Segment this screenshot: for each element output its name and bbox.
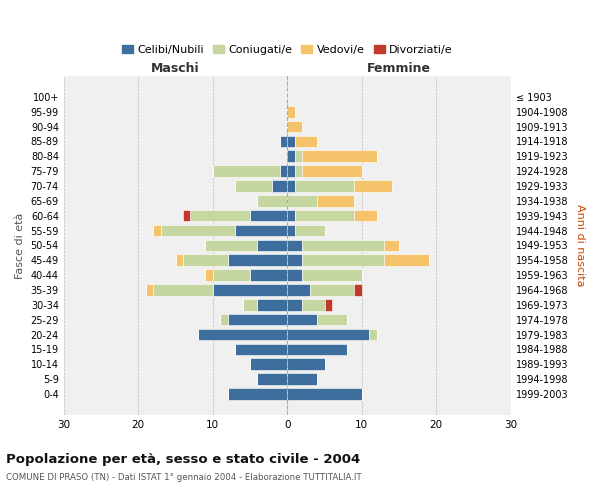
Bar [153,224,161,236]
Bar [287,195,317,206]
Bar [257,240,287,251]
Bar [227,314,287,326]
Y-axis label: Fasce di età: Fasce di età [15,212,25,278]
Text: COMUNE DI PRASO (TN) - Dati ISTAT 1° gennaio 2004 - Elaborazione TUTTITALIA.IT: COMUNE DI PRASO (TN) - Dati ISTAT 1° gen… [6,472,362,482]
Bar [287,240,302,251]
Bar [287,328,369,340]
Bar [287,121,302,132]
Bar [287,314,317,326]
Bar [250,270,287,281]
Bar [213,270,250,281]
Bar [310,284,354,296]
Bar [287,180,295,192]
Bar [257,299,287,310]
Bar [235,224,287,236]
Bar [213,284,287,296]
Bar [287,388,362,400]
Bar [354,210,377,222]
Bar [146,284,153,296]
Bar [176,254,183,266]
Bar [295,224,325,236]
Bar [190,210,250,222]
Bar [287,150,295,162]
Bar [287,166,295,177]
Bar [302,240,384,251]
Text: Maschi: Maschi [151,62,200,74]
Bar [250,358,287,370]
Bar [384,240,399,251]
Bar [153,284,213,296]
Bar [295,136,317,147]
Bar [242,299,257,310]
Bar [183,210,190,222]
Bar [287,344,347,355]
Bar [287,210,295,222]
Bar [287,299,302,310]
Bar [295,180,354,192]
Text: Femmine: Femmine [367,62,431,74]
Bar [227,388,287,400]
Bar [287,358,325,370]
Bar [287,254,302,266]
Bar [213,166,280,177]
Bar [198,328,287,340]
Bar [287,284,310,296]
Bar [220,314,227,326]
Text: Popolazione per età, sesso e stato civile - 2004: Popolazione per età, sesso e stato civil… [6,452,360,466]
Bar [287,224,295,236]
Bar [205,270,213,281]
Bar [302,299,325,310]
Bar [287,374,317,385]
Bar [302,166,362,177]
Bar [354,284,362,296]
Bar [295,210,354,222]
Legend: Celibi/Nubili, Coniugati/e, Vedovi/e, Divorziati/e: Celibi/Nubili, Coniugati/e, Vedovi/e, Di… [118,40,457,60]
Bar [235,180,272,192]
Bar [302,150,377,162]
Bar [302,254,384,266]
Bar [287,136,295,147]
Bar [257,374,287,385]
Bar [250,210,287,222]
Bar [161,224,235,236]
Bar [302,270,362,281]
Bar [354,180,392,192]
Bar [287,106,295,118]
Bar [205,240,257,251]
Bar [295,166,302,177]
Bar [317,195,354,206]
Bar [295,150,302,162]
Bar [369,328,377,340]
Y-axis label: Anni di nascita: Anni di nascita [575,204,585,286]
Bar [384,254,429,266]
Bar [183,254,227,266]
Bar [235,344,287,355]
Bar [272,180,287,192]
Bar [280,166,287,177]
Bar [325,299,332,310]
Bar [227,254,287,266]
Bar [257,195,287,206]
Bar [280,136,287,147]
Bar [317,314,347,326]
Bar [287,270,302,281]
